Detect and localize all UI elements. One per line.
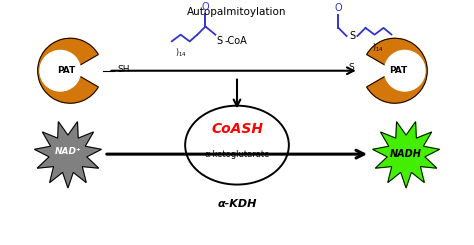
Text: α-ketoglutarate: α-ketoglutarate (204, 150, 270, 159)
Text: PAT: PAT (389, 66, 408, 75)
Text: NADH: NADH (390, 149, 422, 159)
Text: S: S (216, 36, 222, 46)
Circle shape (40, 50, 81, 91)
Text: NAD⁺: NAD⁺ (55, 147, 82, 156)
Text: S: S (348, 63, 354, 72)
Text: -CoA: -CoA (224, 36, 247, 46)
Text: $)_{14}$: $)_{14}$ (373, 41, 384, 54)
Wedge shape (38, 38, 98, 103)
Polygon shape (35, 122, 101, 188)
Text: SH: SH (117, 65, 129, 74)
Wedge shape (367, 38, 427, 103)
Text: $)_{14}$: $)_{14}$ (175, 47, 186, 59)
Text: α-KDH: α-KDH (217, 199, 257, 209)
Text: O: O (335, 3, 342, 13)
Text: CoASH: CoASH (211, 122, 263, 136)
Circle shape (384, 50, 425, 91)
Text: O: O (201, 2, 209, 12)
Text: Autopalmitoylation: Autopalmitoylation (187, 7, 287, 17)
Polygon shape (373, 122, 439, 188)
Text: PAT: PAT (57, 66, 76, 75)
Text: S: S (349, 31, 355, 41)
